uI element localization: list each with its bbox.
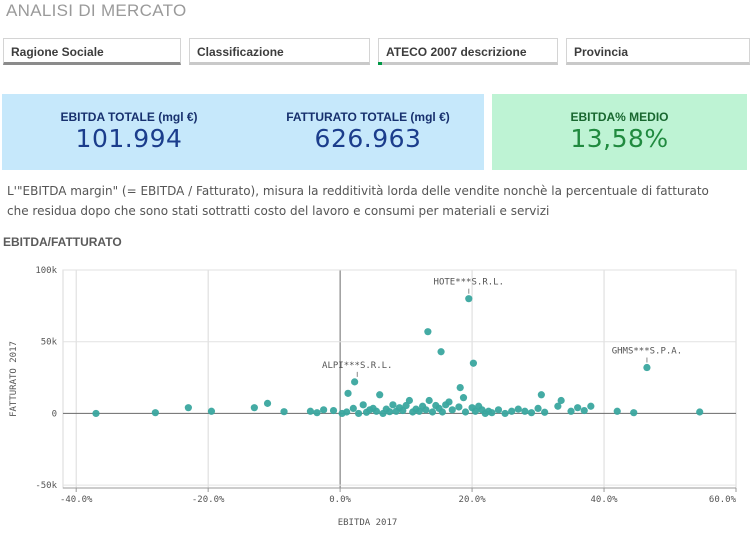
data-point[interactable]: [567, 407, 575, 415]
kpi-ebitda-totale-value: 101.994: [75, 124, 183, 153]
app-title: ANALISI DI MERCATO: [6, 1, 187, 20]
data-point[interactable]: [343, 408, 351, 416]
data-point[interactable]: [469, 359, 477, 367]
data-point[interactable]: [263, 399, 272, 407]
data-point[interactable]: [527, 409, 536, 417]
y-tick-label: 0: [52, 409, 57, 419]
y-axis-label: FATTURATO 2017: [9, 341, 19, 417]
filter-ragione-sociale[interactable]: Ragione Sociale: [3, 38, 181, 65]
data-point[interactable]: [494, 406, 503, 414]
data-point[interactable]: [437, 348, 445, 356]
data-point[interactable]: [613, 407, 621, 415]
y-tick-label: -50k: [35, 481, 57, 491]
data-point[interactable]: [344, 389, 352, 397]
data-point[interactable]: [250, 404, 258, 412]
data-point[interactable]: [537, 391, 545, 399]
data-point[interactable]: [508, 407, 516, 415]
kpi-ebitda-totale-label: EBITDA TOTALE (mgl €): [60, 110, 198, 124]
data-point[interactable]: [329, 406, 338, 415]
y-tick-label: 50k: [41, 338, 58, 348]
data-point[interactable]: [587, 402, 595, 410]
data-point[interactable]: [372, 407, 381, 415]
kpi-panel-ebitda-medio: EBITDA% MEDIO 13,58%: [492, 94, 747, 170]
x-tick-label: -20.0%: [192, 495, 225, 505]
scatter-chart[interactable]: -40.0% -20.0% 0.0% 20.0% 40.0% 60.0% 100k 50k 0 -…: [0, 258, 753, 536]
data-point[interactable]: [465, 295, 473, 303]
annotation-label: GHMS***S.P.A.: [612, 347, 682, 357]
data-point[interactable]: [514, 405, 522, 413]
x-tick-label: 40.0%: [590, 495, 618, 505]
data-point[interactable]: [184, 404, 192, 412]
data-point[interactable]: [306, 407, 315, 415]
description-line-1: L'"EBITDA margin" (= EBITDA / Fatturato)…: [7, 184, 709, 198]
data-point[interactable]: [459, 394, 468, 402]
annotation-label: ALPI***S.R.L.: [322, 361, 392, 371]
data-point[interactable]: [448, 406, 456, 414]
y-tick-label: 100k: [35, 266, 57, 276]
data-point[interactable]: [643, 363, 651, 372]
data-point[interactable]: [313, 409, 321, 417]
kpi-panel-totals: EBITDA TOTALE (mgl €) 101.994 FATTURATO …: [2, 94, 484, 170]
data-point[interactable]: [92, 409, 100, 418]
chart-title: EBITDA/FATTURATO: [3, 235, 122, 249]
x-axis-label: EBITDA 2017: [338, 518, 398, 528]
data-point[interactable]: [534, 404, 542, 413]
data-point[interactable]: [207, 407, 216, 415]
data-point[interactable]: [351, 378, 359, 386]
kpi-ebitda-medio-label: EBITDA% MEDIO: [570, 110, 669, 124]
description-text: L'"EBITDA margin" (= EBITDA / Fatturato)…: [7, 181, 747, 221]
data-point[interactable]: [428, 408, 437, 416]
data-point[interactable]: [456, 384, 464, 392]
data-point[interactable]: [376, 391, 384, 399]
data-point[interactable]: [349, 404, 357, 413]
x-tick-label: -40.0%: [60, 495, 93, 505]
data-point[interactable]: [580, 406, 588, 415]
plot-area: [62, 269, 737, 489]
data-point[interactable]: [461, 408, 470, 416]
data-point[interactable]: [359, 401, 367, 409]
kpi-ebitda-totale: EBITDA TOTALE (mgl €) 101.994: [43, 110, 215, 153]
data-point[interactable]: [354, 409, 363, 418]
description-line-2: che residua dopo che sono stati sottratt…: [7, 204, 550, 218]
data-point[interactable]: [438, 408, 446, 416]
filter-ateco-2007[interactable]: ATECO 2007 descrizione: [378, 38, 558, 65]
data-point[interactable]: [554, 402, 562, 410]
filter-bar: Ragione Sociale Classificazione ATECO 20…: [3, 38, 750, 69]
data-point[interactable]: [389, 401, 397, 409]
data-point[interactable]: [541, 408, 549, 416]
kpi-fatturato-totale-value: 626.963: [314, 124, 422, 153]
data-point[interactable]: [280, 408, 288, 416]
data-point[interactable]: [422, 406, 430, 414]
data-point[interactable]: [574, 404, 582, 412]
data-point[interactable]: [320, 406, 328, 414]
filter-classificazione[interactable]: Classificazione: [189, 38, 370, 65]
data-point[interactable]: [151, 409, 159, 417]
data-point[interactable]: [386, 408, 394, 416]
x-tick-label: 20.0%: [459, 495, 487, 505]
data-point[interactable]: [424, 328, 432, 336]
kpi-ebitda-medio: EBITDA% MEDIO 13,58%: [492, 110, 747, 153]
data-point[interactable]: [521, 407, 529, 415]
data-point[interactable]: [425, 396, 433, 405]
kpi-fatturato-totale: FATTURATO TOTALE (mgl €) 626.963: [280, 110, 456, 153]
data-point[interactable]: [405, 396, 413, 405]
filter-provincia[interactable]: Provincia: [566, 38, 750, 65]
data-point[interactable]: [501, 409, 509, 418]
kpi-fatturato-totale-label: FATTURATO TOTALE (mgl €): [286, 110, 450, 124]
data-point[interactable]: [557, 396, 565, 405]
data-point[interactable]: [630, 409, 638, 417]
data-point[interactable]: [455, 403, 463, 411]
x-tick-label: 0.0%: [329, 495, 351, 505]
x-tick-label: 60.0%: [709, 495, 737, 505]
data-point[interactable]: [488, 409, 496, 417]
annotation-label: HOTE***S.R.L.: [434, 278, 504, 288]
data-point[interactable]: [445, 398, 453, 406]
kpi-ebitda-medio-value: 13,58%: [570, 124, 669, 153]
data-point[interactable]: [696, 408, 704, 416]
